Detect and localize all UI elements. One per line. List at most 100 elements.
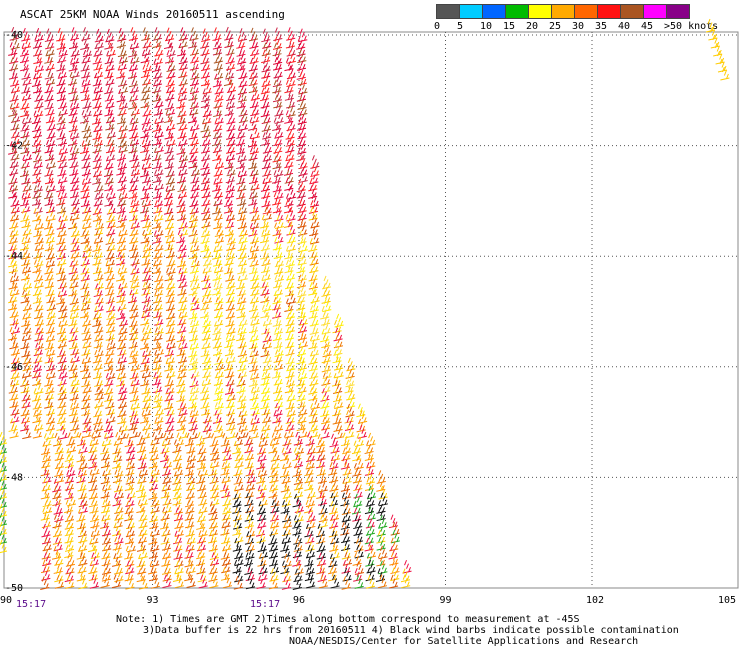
wind-barb — [32, 185, 41, 198]
wind-barb — [249, 358, 258, 371]
wind-barb — [149, 440, 158, 453]
wind-barb — [142, 260, 151, 273]
wind-barb — [269, 464, 278, 477]
latitude-label: -46 — [5, 362, 23, 373]
wind-barb — [262, 118, 271, 131]
wind-barb — [23, 222, 32, 235]
wind-barb — [296, 36, 305, 49]
wind-barb — [143, 35, 152, 48]
wind-barb — [70, 171, 79, 184]
wind-barb — [81, 27, 90, 40]
wind-barb — [141, 50, 150, 63]
wind-barb — [141, 230, 150, 243]
wind-barb — [189, 320, 198, 333]
wind-barb — [269, 553, 278, 566]
wind-barb — [32, 388, 41, 401]
wind-barb — [251, 208, 260, 221]
wind-barb — [309, 245, 318, 258]
wind-barb — [82, 95, 91, 108]
wind-barb — [47, 298, 56, 311]
wind-barb — [44, 186, 53, 199]
wind-barb — [213, 410, 222, 423]
wind-barb — [10, 402, 19, 415]
wind-barb — [310, 321, 319, 334]
wind-barb — [274, 208, 283, 221]
wind-barb — [284, 215, 293, 228]
wind-barb — [154, 208, 163, 221]
wind-barb — [287, 50, 296, 63]
wind-barb — [251, 276, 260, 289]
wind-barb — [262, 410, 271, 423]
wind-barb — [296, 373, 305, 386]
wind-barb — [379, 493, 388, 506]
wind-barb — [106, 253, 115, 266]
wind-barb — [296, 43, 305, 56]
wind-barb — [203, 253, 212, 266]
wind-barb — [175, 433, 184, 446]
wind-barb — [346, 358, 355, 371]
wind-barb — [210, 470, 219, 483]
wind-barb — [153, 156, 162, 169]
wind-barb — [137, 440, 146, 453]
wind-barb — [285, 170, 294, 183]
wind-barb — [224, 27, 233, 40]
wind-barb — [188, 344, 197, 357]
wind-barb — [272, 305, 281, 318]
wind-barb — [118, 209, 127, 222]
wind-barb — [45, 268, 54, 281]
wind-barb — [41, 567, 50, 580]
wind-barb — [173, 531, 182, 544]
wind-barb — [190, 42, 199, 55]
wind-barb — [102, 531, 111, 544]
wind-barb — [167, 59, 176, 72]
wind-barb — [249, 66, 258, 79]
wind-barb — [128, 417, 137, 430]
wind-barb — [245, 447, 254, 460]
wind-barb — [305, 470, 314, 483]
wind-barb — [352, 501, 361, 514]
wind-barb — [333, 389, 342, 402]
wind-barb — [20, 118, 29, 131]
wind-barb — [213, 321, 222, 334]
pass-time-label: 15:17 — [250, 599, 280, 610]
wind-barb — [269, 538, 278, 551]
wind-barb — [78, 478, 87, 491]
latitude-label: -40 — [5, 30, 23, 41]
wind-barb — [116, 215, 125, 228]
wind-barb — [23, 351, 32, 364]
wind-barb — [114, 501, 123, 514]
wind-barb — [286, 410, 295, 423]
wind-barb — [352, 441, 361, 454]
wind-barb — [112, 575, 121, 588]
wind-barb — [200, 380, 209, 393]
wind-barb — [130, 245, 139, 258]
wind-barb — [248, 147, 257, 160]
wind-barb — [152, 148, 161, 161]
wind-barb — [71, 65, 80, 78]
wind-barb — [32, 162, 41, 175]
wind-barb — [244, 440, 253, 453]
wind-barb — [236, 171, 245, 184]
wind-barb — [77, 546, 86, 559]
wind-barb — [153, 66, 162, 79]
wind-barb — [20, 43, 29, 56]
wind-barb — [260, 275, 269, 288]
wind-barb — [166, 171, 175, 184]
wind-barb — [274, 357, 283, 370]
wind-barb — [47, 366, 56, 379]
wind-barb — [235, 478, 244, 491]
wind-barb — [137, 561, 146, 574]
wind-barb — [215, 81, 224, 94]
wind-barb — [167, 261, 176, 274]
wind-barb — [80, 179, 89, 192]
wind-barb — [329, 470, 338, 483]
wind-barb — [92, 425, 101, 438]
wind-barb — [197, 561, 206, 574]
wind-barb — [21, 344, 30, 357]
wind-barb — [151, 523, 160, 536]
wind-barb — [140, 200, 149, 213]
wind-barb — [11, 200, 20, 213]
wind-barb — [69, 155, 78, 168]
wind-barb — [58, 96, 67, 109]
wind-barb — [178, 290, 187, 303]
